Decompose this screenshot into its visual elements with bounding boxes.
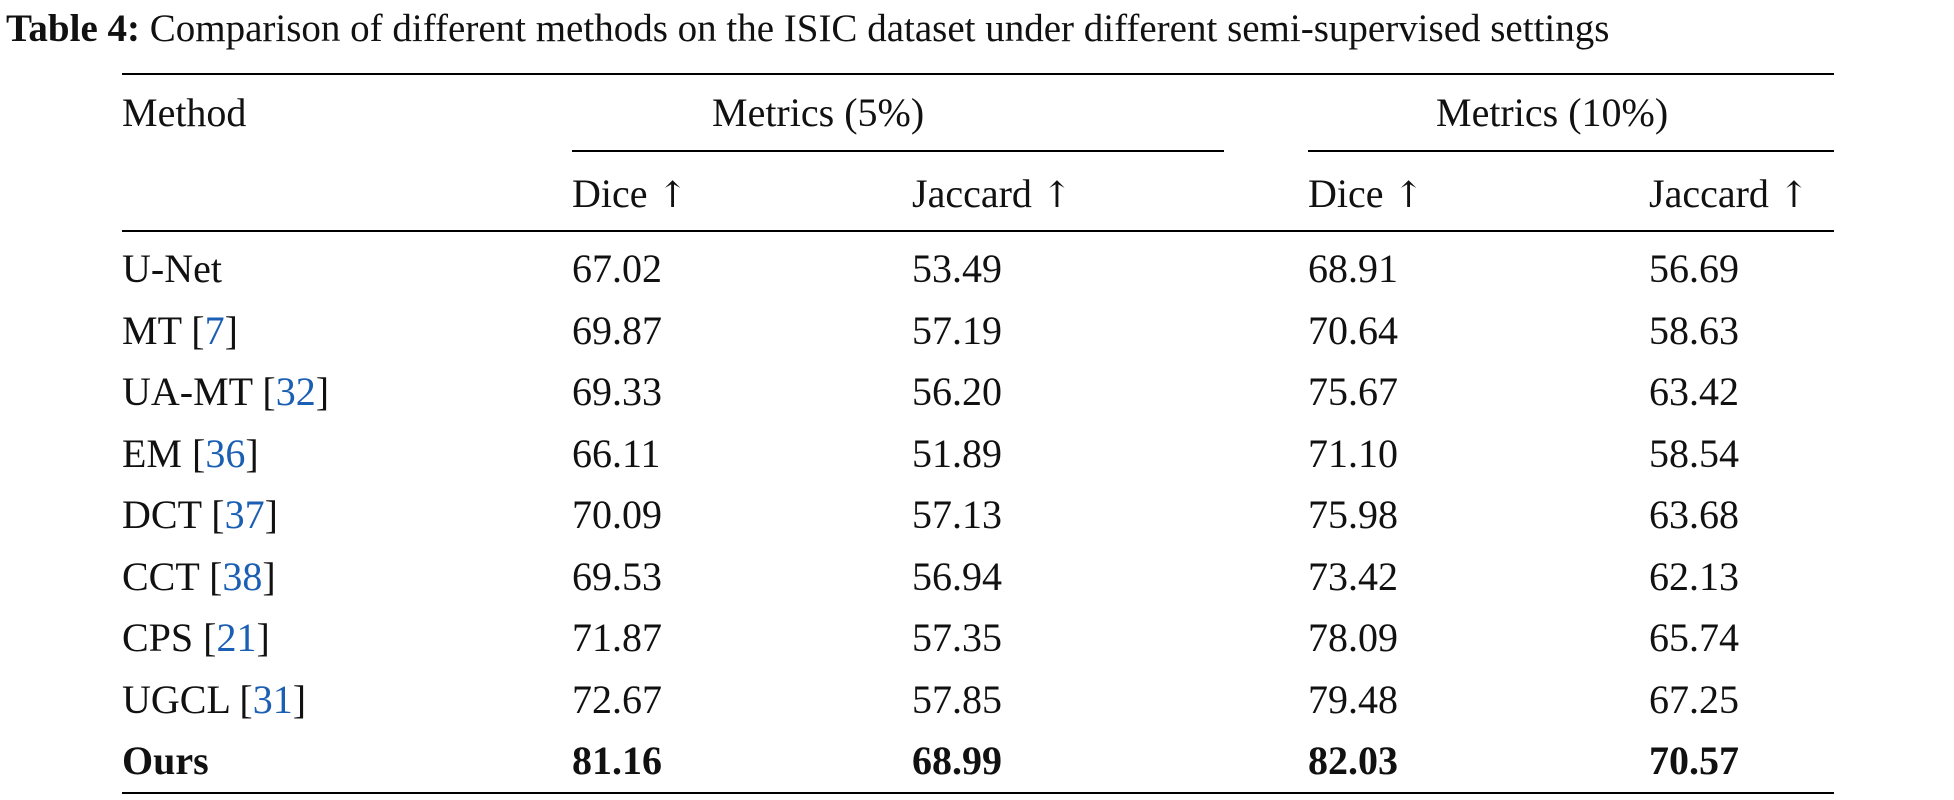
- value-cell: 78.09: [1308, 615, 1398, 660]
- method-name: CPS: [122, 615, 194, 660]
- value-cell: 81.16: [572, 738, 662, 783]
- value-cell: 68.91: [1308, 246, 1398, 291]
- value-cell: 67.25: [1649, 677, 1739, 722]
- value-cell: 70.64: [1308, 308, 1398, 353]
- method-cell: Ours: [122, 736, 209, 786]
- value-cell: 67.02: [572, 246, 662, 291]
- method-cell: EM [36]: [122, 431, 259, 476]
- method-cell: U-Net: [122, 244, 222, 294]
- value-cell: 70.09: [572, 492, 662, 537]
- subheader-jaccard-5: Jaccard ↑: [912, 169, 1072, 221]
- value-cell: 58.63: [1649, 308, 1739, 353]
- up-arrow-icon: ↑: [1778, 175, 1810, 216]
- value-cell: 56.20: [912, 369, 1002, 414]
- method-name: UA-MT: [122, 369, 253, 414]
- value-cell: 53.49: [912, 246, 1002, 291]
- value-cell: 63.42: [1649, 369, 1739, 414]
- citation-link[interactable]: 7: [204, 308, 225, 353]
- value-cell: 57.85: [912, 677, 1002, 722]
- header-bottom-rule: [122, 230, 1834, 232]
- group-header-10: Metrics (10%): [1436, 90, 1669, 135]
- value-cell: 72.67: [572, 677, 662, 722]
- value-cell: 66.11: [572, 431, 661, 476]
- method-cell: UGCL [31]: [122, 677, 307, 722]
- subheader-label: Dice: [572, 171, 648, 216]
- method-cell: MT [7]: [122, 308, 238, 353]
- caption-label: Table 4:: [6, 7, 141, 50]
- value-cell: 75.67: [1308, 369, 1398, 414]
- subheader-label: Jaccard: [1649, 171, 1769, 216]
- value-cell: 51.89: [912, 431, 1002, 476]
- citation-link[interactable]: 32: [275, 369, 316, 414]
- table-top-rule: [122, 73, 1834, 75]
- citation-link[interactable]: 38: [222, 554, 263, 599]
- subheader-dice-10: Dice ↑: [1308, 169, 1424, 221]
- value-cell: 82.03: [1308, 738, 1398, 783]
- table-caption: Table 4: Comparison of different methods…: [6, 4, 1954, 54]
- value-cell: 58.54: [1649, 431, 1739, 476]
- method-cell: DCT [37]: [122, 492, 278, 537]
- method-cell: CPS [21]: [122, 615, 270, 660]
- method-name: MT: [122, 308, 182, 353]
- method-name: Ours: [122, 738, 209, 783]
- group-rule-10: [1308, 150, 1834, 152]
- caption-text: Comparison of different methods on the I…: [149, 7, 1610, 50]
- method-name: U-Net: [122, 246, 222, 291]
- value-cell: 68.99: [912, 738, 1002, 783]
- value-cell: 69.87: [572, 308, 662, 353]
- value-cell: 69.53: [572, 554, 662, 599]
- citation-link[interactable]: 31: [252, 677, 293, 722]
- value-cell: 62.13: [1649, 554, 1739, 599]
- value-cell: 69.33: [572, 369, 662, 414]
- subheader-jaccard-10: Jaccard ↑: [1649, 169, 1809, 221]
- value-cell: 57.19: [912, 308, 1002, 353]
- table-bottom-rule: [122, 792, 1834, 794]
- value-cell: 71.10: [1308, 431, 1398, 476]
- subheader-dice-5: Dice ↑: [572, 169, 688, 221]
- up-arrow-icon: ↑: [657, 175, 688, 216]
- value-cell: 79.48: [1308, 677, 1398, 722]
- method-header: Method: [122, 90, 247, 135]
- value-cell: 70.57: [1649, 738, 1739, 783]
- value-cell: 65.74: [1649, 615, 1739, 660]
- value-cell: 75.98: [1308, 492, 1398, 537]
- value-cell: 57.35: [912, 615, 1002, 660]
- value-cell: 56.94: [912, 554, 1002, 599]
- subheader-label: Jaccard: [912, 171, 1032, 216]
- citation-link[interactable]: 36: [205, 431, 246, 476]
- value-cell: 71.87: [572, 615, 662, 660]
- group-header-5: Metrics (5%): [712, 90, 925, 135]
- up-arrow-icon: ↑: [1041, 175, 1073, 216]
- value-cell: 73.42: [1308, 554, 1398, 599]
- value-cell: 57.13: [912, 492, 1002, 537]
- citation-link[interactable]: 37: [224, 492, 265, 537]
- method-cell: UA-MT [32]: [122, 369, 330, 414]
- up-arrow-icon: ↑: [1393, 175, 1424, 216]
- method-name: CCT: [122, 554, 200, 599]
- subheader-label: Dice: [1308, 171, 1384, 216]
- method-name: EM: [122, 431, 182, 476]
- method-name: UGCL: [122, 677, 230, 722]
- value-cell: 63.68: [1649, 492, 1739, 537]
- group-rule-5: [572, 150, 1224, 152]
- method-cell: CCT [38]: [122, 554, 276, 599]
- method-name: DCT: [122, 492, 202, 537]
- value-cell: 56.69: [1649, 246, 1739, 291]
- citation-link[interactable]: 21: [216, 615, 257, 660]
